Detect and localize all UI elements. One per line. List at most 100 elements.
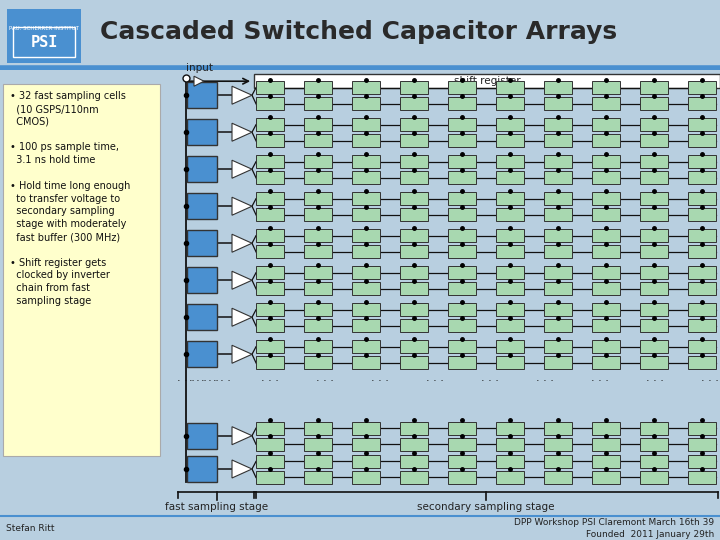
FancyBboxPatch shape — [13, 27, 75, 57]
Bar — [187, 267, 217, 293]
Text: fast sampling stage: fast sampling stage — [166, 502, 269, 512]
Polygon shape — [194, 76, 204, 86]
Bar — [352, 134, 380, 147]
Bar — [544, 134, 572, 147]
Bar — [592, 118, 620, 131]
Bar — [496, 155, 524, 168]
Bar — [496, 97, 524, 110]
Bar — [640, 340, 668, 353]
Bar — [448, 155, 476, 168]
Bar — [496, 438, 524, 451]
Bar — [544, 340, 572, 353]
Bar — [256, 266, 284, 279]
Text: . . .: . . . — [177, 373, 195, 383]
Bar — [352, 208, 380, 221]
Bar — [352, 155, 380, 168]
Bar — [187, 304, 217, 330]
Bar — [187, 193, 217, 219]
Bar — [688, 455, 716, 468]
Text: . . .: . . . — [591, 373, 609, 383]
Bar — [304, 340, 332, 353]
Text: . . .: . . . — [536, 373, 554, 383]
Bar — [400, 422, 428, 435]
Text: Founded  2011 January 29th: Founded 2011 January 29th — [586, 530, 714, 538]
Bar — [544, 319, 572, 332]
Bar — [640, 438, 668, 451]
Bar — [304, 356, 332, 369]
Bar — [592, 266, 620, 279]
Bar — [640, 303, 668, 316]
Bar — [187, 456, 217, 482]
Bar — [496, 340, 524, 353]
Bar — [256, 134, 284, 147]
Bar — [592, 81, 620, 94]
Bar — [352, 230, 380, 242]
Bar — [448, 422, 476, 435]
Bar — [352, 340, 380, 353]
Bar — [304, 97, 332, 110]
Bar — [688, 340, 716, 353]
Bar — [256, 438, 284, 451]
Text: . . .: . . . — [213, 373, 231, 383]
Bar — [400, 266, 428, 279]
Bar — [688, 319, 716, 332]
Bar — [304, 266, 332, 279]
Text: • 32 fast sampling cells
  (10 GSPS/110nm
  CMOS)

• 100 ps sample time,
  3.1 n: • 32 fast sampling cells (10 GSPS/110nm … — [10, 91, 130, 306]
Text: . . .: . . . — [201, 373, 219, 383]
Bar — [496, 266, 524, 279]
Text: . . .: . . . — [701, 373, 719, 383]
Bar — [256, 230, 284, 242]
Bar — [640, 282, 668, 295]
Bar — [640, 455, 668, 468]
Text: . . .: . . . — [426, 373, 444, 383]
Text: shift register: shift register — [454, 76, 521, 86]
Bar — [304, 303, 332, 316]
Bar — [256, 303, 284, 316]
Bar — [640, 471, 668, 484]
Bar — [352, 319, 380, 332]
Bar — [400, 192, 428, 205]
Bar — [640, 230, 668, 242]
Bar — [496, 245, 524, 258]
Bar — [352, 81, 380, 94]
Bar — [256, 118, 284, 131]
Bar — [400, 97, 428, 110]
Bar — [688, 208, 716, 221]
FancyBboxPatch shape — [3, 84, 160, 456]
Bar — [304, 230, 332, 242]
Bar — [688, 282, 716, 295]
Bar — [256, 319, 284, 332]
Bar — [640, 319, 668, 332]
Polygon shape — [232, 123, 252, 141]
Bar — [592, 438, 620, 451]
Bar — [640, 118, 668, 131]
Bar — [448, 303, 476, 316]
Bar — [688, 356, 716, 369]
Bar — [256, 340, 284, 353]
Bar — [592, 356, 620, 369]
Bar — [544, 266, 572, 279]
Bar — [400, 208, 428, 221]
Bar — [496, 303, 524, 316]
Bar — [688, 118, 716, 131]
Bar — [592, 208, 620, 221]
Bar — [304, 471, 332, 484]
Bar — [352, 282, 380, 295]
Polygon shape — [232, 308, 252, 326]
Bar — [400, 155, 428, 168]
Bar — [400, 118, 428, 131]
Bar — [256, 455, 284, 468]
Bar — [304, 134, 332, 147]
Bar — [688, 134, 716, 147]
Bar — [256, 97, 284, 110]
Bar — [592, 282, 620, 295]
Text: . . .: . . . — [261, 373, 279, 383]
Bar — [304, 171, 332, 184]
Bar — [304, 192, 332, 205]
Bar — [688, 97, 716, 110]
Bar — [640, 171, 668, 184]
Bar — [496, 208, 524, 221]
Bar — [544, 245, 572, 258]
Text: . . .: . . . — [316, 373, 334, 383]
Bar — [592, 303, 620, 316]
